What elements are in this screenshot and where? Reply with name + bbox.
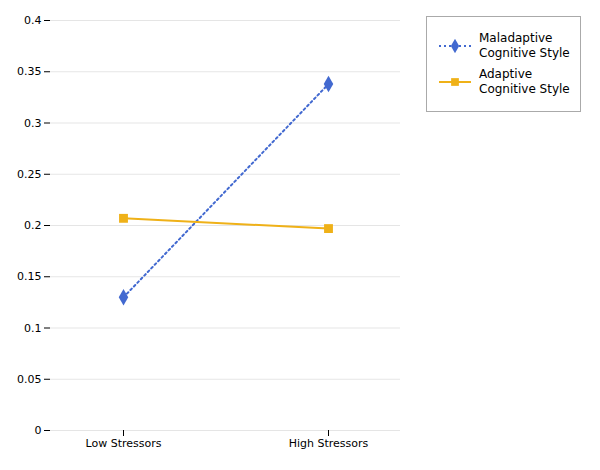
svg-text:0.1: 0.1: [24, 322, 42, 335]
svg-text:0.05: 0.05: [17, 373, 42, 386]
svg-text:0.15: 0.15: [17, 270, 42, 283]
svg-text:0: 0: [35, 424, 42, 437]
svg-text:0.2: 0.2: [24, 219, 42, 232]
svg-text:Low Stressors: Low Stressors: [86, 437, 162, 450]
svg-text:0.25: 0.25: [17, 168, 42, 181]
svg-text:0.4: 0.4: [24, 14, 42, 27]
html-text:Maladaptive Cognitive Style: Maladaptive Cognitive Style: [479, 31, 570, 60]
svg-text:High Stressors: High Stressors: [289, 437, 369, 450]
svg-text:0.35: 0.35: [17, 65, 42, 78]
html-text:Adaptive Cognitive Style: Adaptive Cognitive Style: [479, 67, 570, 96]
svg-text:0.3: 0.3: [24, 117, 42, 130]
